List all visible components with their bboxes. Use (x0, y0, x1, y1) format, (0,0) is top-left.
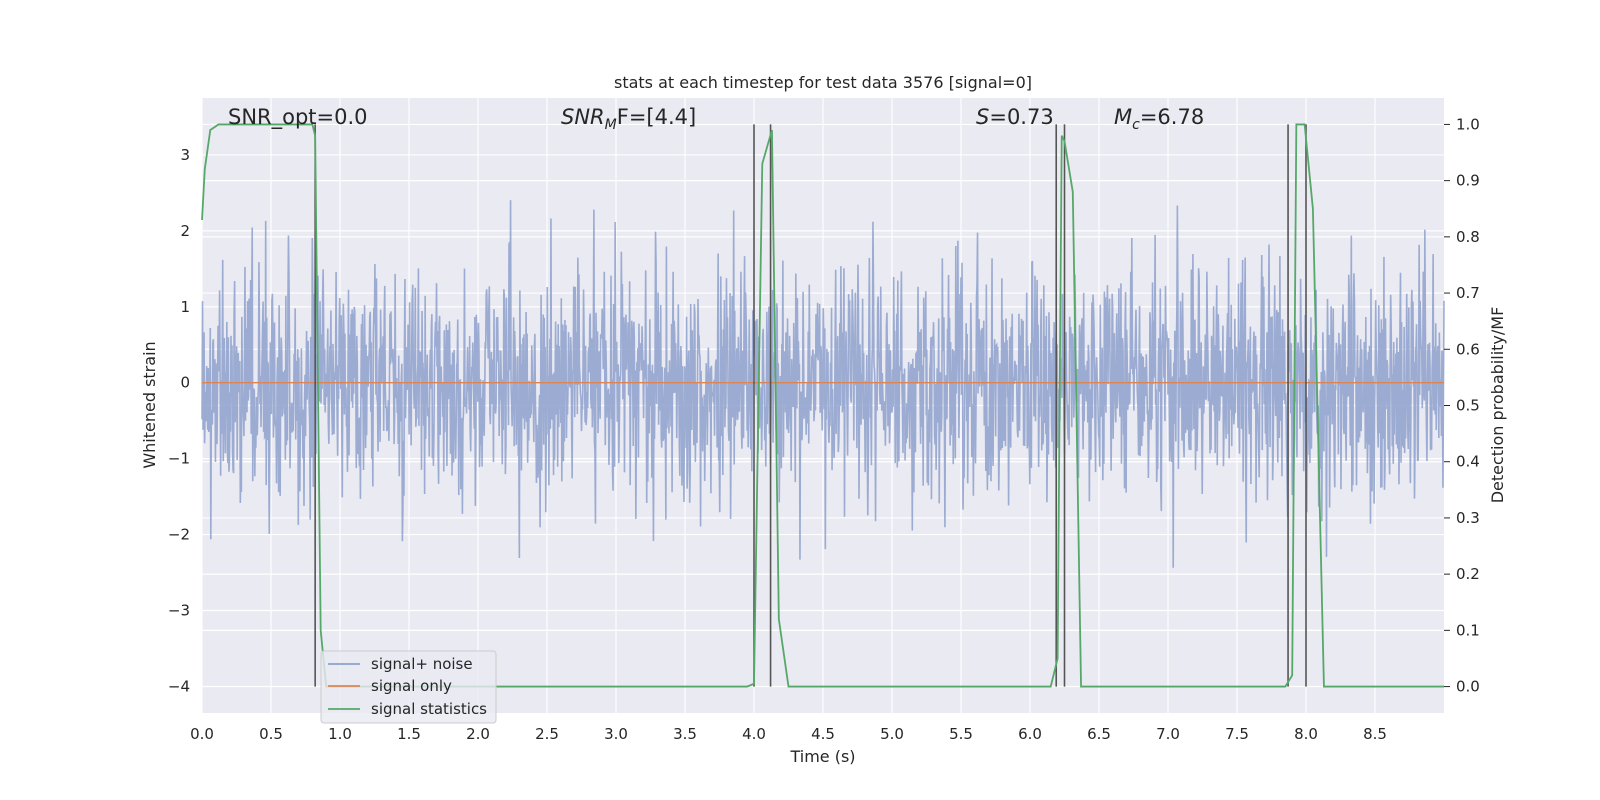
annotation-s: S=0.73 (976, 105, 1054, 129)
y-tick-label: −2 (168, 526, 190, 544)
vertical-markers (314, 124, 1307, 687)
x-tick-label: 4.0 (742, 725, 766, 743)
legend-label-signal-plus-noise: signal+ noise (371, 655, 473, 673)
x-tick-label: 5.0 (880, 725, 904, 743)
y-right-tick-label: 1.0 (1456, 115, 1480, 133)
y-tick-label: −4 (168, 677, 190, 695)
y-tick-label: 0 (180, 374, 190, 392)
y-right-tick-label: 0.3 (1456, 509, 1480, 527)
y-right-axis-label: Detection probability/MF (1488, 307, 1507, 504)
series-line-signal-plus-noise (201, 200, 1445, 568)
y-right-tick-label: 0.8 (1456, 228, 1480, 246)
y-right-tick-label: 0.4 (1456, 453, 1480, 471)
annotation-mc-sub: c (1132, 117, 1140, 133)
annotation-snr-mf-rest: F=[4.4] (617, 105, 696, 129)
legend-box (320, 650, 497, 724)
y-tick-label: −3 (168, 602, 190, 620)
y-tick-label: 2 (180, 222, 190, 240)
x-tick-label: 0.0 (190, 725, 214, 743)
x-tick-label: 2.0 (466, 725, 490, 743)
y-right-tick-label: 0.2 (1456, 565, 1480, 583)
x-tick-label: 6.5 (1087, 725, 1111, 743)
legend-label-signal-only: signal only (371, 677, 452, 695)
x-tick-label: 8.5 (1363, 725, 1387, 743)
x-tick-label: 2.5 (535, 725, 559, 743)
x-tick-label: 7.0 (1156, 725, 1180, 743)
annotation-mc-value: =6.78 (1140, 105, 1204, 129)
x-axis-label: Time (s) (789, 747, 855, 766)
y-axis-label: Whitened strain (140, 341, 159, 468)
annotation-s-symbol: S (976, 105, 989, 129)
y-right-tick-label: 0.5 (1456, 397, 1480, 415)
legend-label-signal-statistics: signal statistics (371, 700, 487, 718)
series-signal-plus-noise (201, 200, 1445, 568)
annotation-snr-opt: SNR_opt=0.0 (228, 105, 368, 130)
y-right-tick-label: 0.7 (1456, 284, 1480, 302)
annotation-snr-mf-base: SNR (561, 105, 605, 129)
annotation-mc: Mc=6.78 (1114, 105, 1204, 133)
y-right-tick-label: 0.0 (1456, 678, 1480, 696)
x-tick-label: 1.5 (397, 725, 421, 743)
legend: signal+ noise signal only signal statist… (320, 650, 497, 724)
annotation-s-value: =0.73 (989, 105, 1053, 129)
x-tick-label: 0.5 (259, 725, 283, 743)
x-tick-label: 1.0 (328, 725, 352, 743)
chart-title: stats at each timestep for test data 357… (614, 73, 1032, 92)
annotation-mc-base: M (1114, 105, 1132, 129)
y-tick-label: 1 (180, 298, 190, 316)
y-right-tick-label: 0.9 (1456, 172, 1480, 190)
x-tick-label: 4.5 (811, 725, 835, 743)
series-signal-statistics (201, 123, 1444, 688)
annotation-snr-mf: SNRMF=[4.4] (561, 105, 696, 133)
x-tick-label: 7.5 (1225, 725, 1249, 743)
y-axis-ticks: −4 −3 −2 −1 0 1 2 3 (168, 146, 190, 695)
x-tick-label: 6.0 (1018, 725, 1042, 743)
annotation-snr-mf-sub: M (605, 117, 617, 133)
y-right-tick-label: 0.1 (1456, 621, 1480, 639)
x-tick-label: 8.0 (1294, 725, 1318, 743)
x-tick-label: 3.5 (673, 725, 697, 743)
y-tick-label: 3 (180, 146, 190, 164)
x-tick-label: 5.5 (949, 725, 973, 743)
y-tick-label: −1 (168, 450, 190, 468)
x-tick-label: 3.0 (604, 725, 628, 743)
y-right-axis-ticks: 0.0 0.1 0.2 0.3 0.4 0.5 0.6 0.7 0.8 0.9 1.0 (1444, 115, 1480, 696)
x-axis-ticks: 0.0 0.5 1.0 1.5 2.0 2.5 3.0 3.5 4.0 4.5 5.0 5.5 6.0 6… (190, 725, 1387, 743)
y-right-tick-label: 0.6 (1456, 340, 1480, 358)
